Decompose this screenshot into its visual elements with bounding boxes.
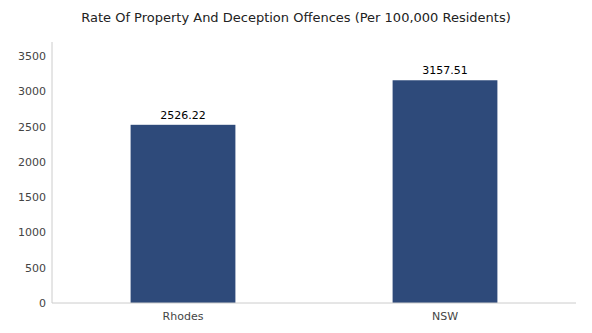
chart-container: Rate Of Property And Deception Offences … — [0, 0, 592, 333]
data-label: 3157.51 — [422, 64, 468, 77]
y-tick-label: 0 — [39, 297, 46, 310]
y-tick-label: 500 — [25, 262, 46, 275]
bar — [393, 80, 498, 303]
y-axis: 0 500 1000 1500 2000 2500 3000 3500 — [18, 42, 52, 310]
y-tick-label: 3000 — [18, 85, 46, 98]
y-tick-label: 1500 — [18, 191, 46, 204]
x-tick-label: NSW — [432, 310, 458, 323]
labels: 2526.22 3157.51 — [160, 64, 468, 122]
data-label: 2526.22 — [160, 109, 206, 122]
bar — [131, 125, 236, 303]
chart-svg: Rate Of Property And Deception Offences … — [0, 0, 592, 333]
y-axis-line — [52, 42, 53, 303]
bars — [131, 80, 498, 303]
x-axis-line — [52, 303, 576, 304]
y-tick-label: 2500 — [18, 121, 46, 134]
y-tick-label: 3500 — [18, 50, 46, 63]
x-axis: Rhodes NSW — [52, 303, 576, 323]
y-tick-label: 1000 — [18, 226, 46, 239]
title: Rate Of Property And Deception Offences … — [81, 10, 511, 25]
x-tick-label: Rhodes — [163, 310, 204, 323]
y-tick-label: 2000 — [18, 156, 46, 169]
